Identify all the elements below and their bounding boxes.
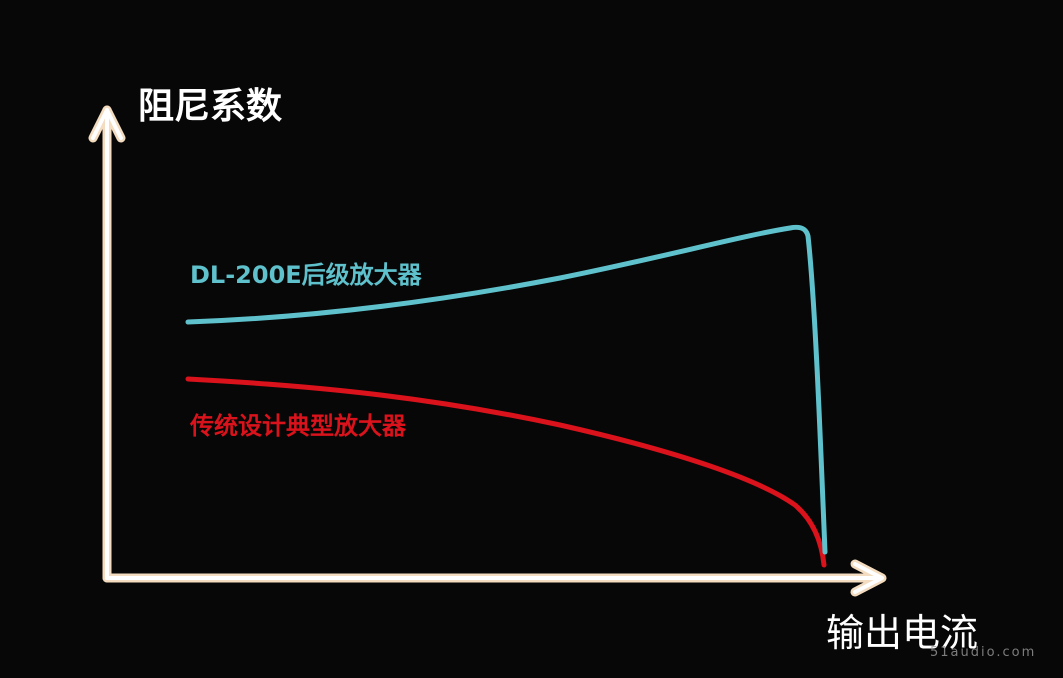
y-axis-label: 阻尼系数 [138,86,282,127]
traditional-curve [185,376,827,568]
axes [88,105,887,597]
watermark: 51audio.com [930,645,1036,660]
y-arrow [91,108,123,140]
curve-label: DL-200E后级放大器 [190,261,423,289]
dl200e-curve [185,224,828,555]
x-axis-label: 输出电流 [826,611,978,655]
x-arrow [853,562,884,594]
axis-core [91,108,884,594]
curve-label: 传统设计典型放大器 [189,412,407,440]
